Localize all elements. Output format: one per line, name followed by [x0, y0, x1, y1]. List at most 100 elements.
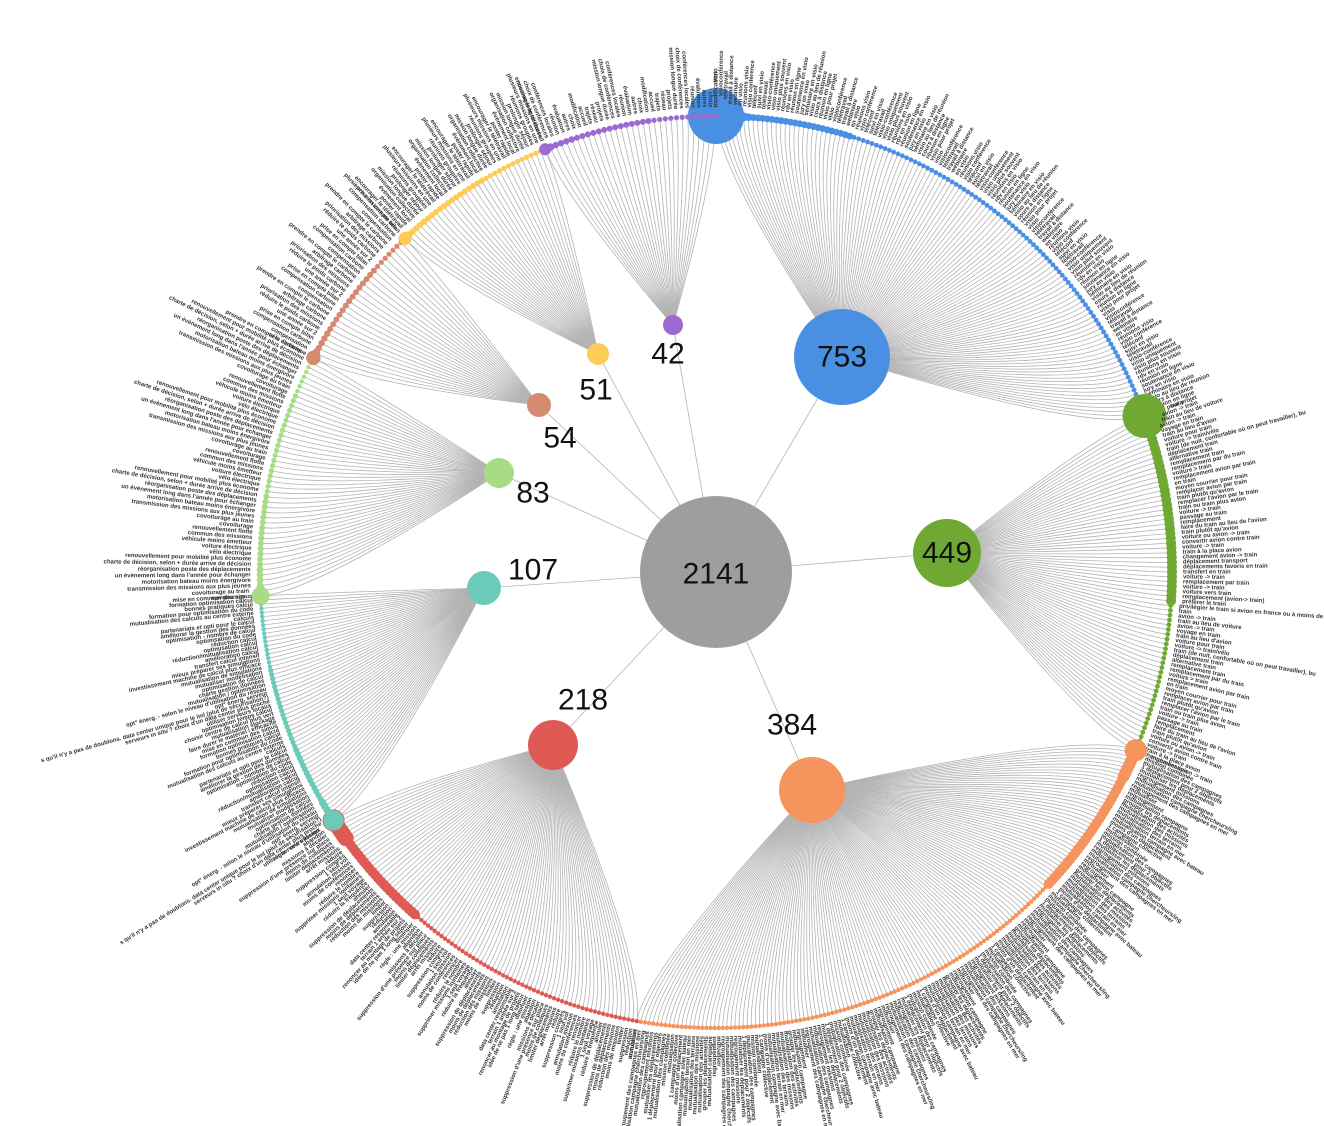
- leaf-node[interactable]: [999, 214, 1005, 220]
- leaf-node[interactable]: [274, 692, 280, 698]
- leaf-node[interactable]: [572, 1003, 577, 1008]
- leaf-node[interactable]: [261, 503, 268, 510]
- leaf-node[interactable]: [892, 989, 897, 994]
- cluster-node-compensation[interactable]: [527, 393, 551, 417]
- leaf-node[interactable]: [659, 1022, 664, 1027]
- leaf-node[interactable]: [324, 330, 331, 337]
- leaf-node[interactable]: [941, 174, 947, 180]
- leaf-node[interactable]: [712, 1025, 717, 1031]
- leaf-node[interactable]: [453, 194, 460, 201]
- leaf-node[interactable]: [1056, 269, 1062, 275]
- leaf-node[interactable]: [352, 289, 359, 296]
- leaf-node[interactable]: [1160, 660, 1166, 666]
- leaf-node[interactable]: [256, 576, 264, 584]
- leaf-node[interactable]: [613, 1014, 618, 1020]
- leaf-node[interactable]: [258, 535, 265, 542]
- leaf-node[interactable]: [1032, 896, 1037, 901]
- leaf-node[interactable]: [846, 1006, 851, 1011]
- leaf-node[interactable]: [1166, 595, 1177, 606]
- leaf-node[interactable]: [516, 980, 521, 986]
- leaf-node[interactable]: [539, 991, 545, 996]
- leaf-node[interactable]: [1013, 913, 1019, 918]
- leaf-node[interactable]: [1158, 669, 1164, 675]
- leaf-node[interactable]: [342, 302, 349, 309]
- leaf-node[interactable]: [370, 267, 377, 274]
- cluster-node-organisation[interactable]: [587, 343, 609, 365]
- leaf-node[interactable]: [259, 606, 264, 611]
- leaf-node[interactable]: [425, 923, 431, 928]
- leaf-node[interactable]: [474, 958, 480, 963]
- leaf-node[interactable]: [925, 165, 930, 171]
- leaf-node[interactable]: [899, 153, 905, 159]
- leaf-node[interactable]: [435, 931, 441, 936]
- leaf-node[interactable]: [1110, 345, 1116, 351]
- leaf-node[interactable]: [278, 432, 284, 438]
- leaf-node[interactable]: [936, 967, 942, 972]
- leaf-node[interactable]: [765, 1022, 771, 1028]
- leaf-node[interactable]: [279, 427, 286, 433]
- leaf-node[interactable]: [826, 1011, 831, 1017]
- leaf-node[interactable]: [527, 986, 533, 991]
- leaf-node[interactable]: [679, 1024, 684, 1029]
- leaf-node[interactable]: [1155, 683, 1160, 689]
- leaf-node[interactable]: [777, 1021, 783, 1026]
- leaf-node[interactable]: [263, 639, 268, 644]
- leaf-node[interactable]: [873, 142, 879, 148]
- leaf-node[interactable]: [449, 941, 455, 946]
- leaf-node[interactable]: [262, 635, 267, 640]
- leaf-node[interactable]: [965, 189, 971, 195]
- leaf-node[interactable]: [290, 739, 296, 746]
- leaf-node[interactable]: [1163, 646, 1168, 652]
- leaf-node[interactable]: [1152, 693, 1158, 699]
- leaf-node[interactable]: [1153, 688, 1159, 694]
- leaf-node[interactable]: [1040, 887, 1046, 893]
- leaf-node[interactable]: [838, 1008, 843, 1013]
- leaf-node[interactable]: [877, 995, 882, 1000]
- leaf-node[interactable]: [895, 151, 901, 157]
- leaf-node[interactable]: [378, 259, 384, 265]
- leaf-node[interactable]: [276, 700, 282, 706]
- leaf-node[interactable]: [954, 957, 959, 962]
- leaf-node[interactable]: [630, 1018, 635, 1023]
- leaf-node[interactable]: [1053, 265, 1059, 271]
- leaf-node[interactable]: [943, 963, 949, 968]
- leaf-node[interactable]: [786, 1020, 791, 1025]
- leaf-node[interactable]: [1007, 918, 1013, 923]
- leaf-node[interactable]: [584, 1007, 589, 1012]
- leaf-node[interactable]: [1161, 655, 1167, 661]
- leaf-node[interactable]: [696, 113, 702, 119]
- leaf-node[interactable]: [814, 1014, 819, 1019]
- leaf-node[interactable]: [523, 154, 530, 160]
- leaf-node[interactable]: [260, 509, 267, 516]
- leaf-node[interactable]: [496, 168, 502, 174]
- leaf-node[interactable]: [1142, 725, 1147, 731]
- leaf-node[interactable]: [612, 124, 619, 131]
- leaf-node[interactable]: [988, 205, 994, 211]
- leaf-node[interactable]: [724, 1025, 730, 1031]
- leaf-node[interactable]: [1108, 341, 1114, 347]
- leaf-node[interactable]: [595, 128, 602, 135]
- leaf-node[interactable]: [1044, 255, 1050, 261]
- leaf-node[interactable]: [621, 1016, 627, 1021]
- leaf-node[interactable]: [284, 724, 290, 730]
- leaf-node[interactable]: [806, 1016, 811, 1021]
- leaf-node[interactable]: [891, 149, 897, 155]
- leaf-node[interactable]: [1040, 252, 1046, 257]
- leaf-node[interactable]: [260, 618, 265, 624]
- leaf-node[interactable]: [685, 114, 691, 120]
- leaf-node[interactable]: [992, 208, 997, 214]
- leaf-node[interactable]: [557, 139, 565, 147]
- leaf-node[interactable]: [662, 116, 668, 122]
- leaf-node[interactable]: [929, 971, 934, 976]
- leaf-node[interactable]: [1034, 893, 1040, 898]
- leaf-node[interactable]: [667, 1023, 672, 1028]
- leaf-node[interactable]: [257, 540, 264, 547]
- leaf-node[interactable]: [510, 161, 516, 167]
- leaf-node[interactable]: [646, 1020, 652, 1026]
- leaf-node[interactable]: [318, 340, 325, 347]
- leaf-node[interactable]: [1129, 383, 1135, 389]
- leaf-node[interactable]: [500, 973, 506, 978]
- leaf-node[interactable]: [363, 276, 370, 283]
- leaf-node[interactable]: [504, 975, 510, 980]
- leaf-node[interactable]: [482, 962, 487, 967]
